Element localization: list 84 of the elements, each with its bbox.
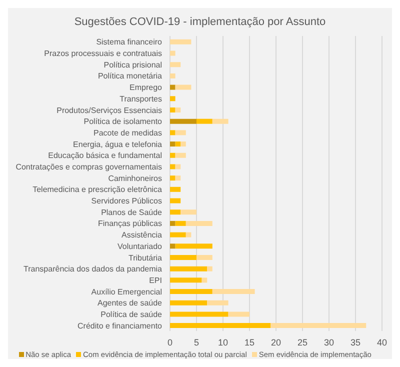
bar [196,118,212,124]
bar [270,323,366,328]
bar [170,107,176,112]
bar [207,300,228,306]
bar [180,210,196,215]
y-tick-label: Tributária [128,253,163,262]
y-tick-label: Energia, água e telefonia [73,140,163,149]
x-tick-label: 10 [218,337,228,348]
y-tick-label: EPI [149,276,162,285]
y-tick-label: Educação básica e fundamental [48,151,162,160]
bar [170,62,181,68]
y-tick-label: Caminhoneiros [108,174,162,183]
bar [175,142,181,147]
x-tick-label: 20 [270,337,282,348]
y-tick-label: Política de saúde [100,310,163,319]
bar [175,130,186,136]
bar [170,289,212,294]
y-tick-label: Telemedicina e prescrição eletrônica [32,185,163,194]
y-tick-label: Emprego [130,83,163,92]
y-tick-label: Agentes de saúde [98,298,163,308]
y-tick-label: Auxílio Emergencial [91,287,162,296]
y-tick-label: Pacote de medidas [94,128,162,138]
bar [170,278,202,283]
bar [180,142,186,147]
y-tick-label: Política prisional [104,60,162,70]
x-tick-label: 15 [244,337,255,348]
y-tick-label: Produtos/Serviços Essenciais [56,106,162,115]
bar [170,152,176,158]
bar [170,73,176,78]
bar [202,278,208,283]
bar [196,254,212,260]
y-tick-label: Prazos processuais e contratuais [44,49,162,58]
y-tick-label: Voluntariado [118,242,163,251]
bar [170,198,181,204]
y-tick-label: Planos de Saúde [101,208,163,217]
y-tick-label: Contratações e compras governamentais [16,162,162,172]
bar [170,164,176,170]
x-tick-label: 5 [194,337,200,348]
bar [175,176,181,181]
y-tick-label: Política monetária [98,72,163,81]
chart-title: Sugestões COVID-19 - implementação por Assunto [73,15,327,30]
bar [170,254,196,260]
y-tick-label: Transparência dos dados da pandemia [24,264,163,274]
x-tick-label: 25 [297,337,308,348]
bar [170,96,176,102]
bar [170,220,176,226]
bar [207,266,212,272]
bar [175,152,186,158]
bar [186,232,192,238]
bar [175,220,186,226]
bar [170,312,228,317]
bar [170,39,192,44]
bar [170,244,176,249]
y-tick-label: Assistência [122,230,163,240]
bar [186,220,212,226]
bar [170,266,208,272]
bar [175,244,212,249]
bar [175,84,192,90]
bar [212,118,228,124]
bar [170,186,181,192]
bar [170,84,176,90]
x-tick-label: 30 [324,337,334,348]
bar [228,312,250,317]
y-tick-label: Política de isolamento [84,117,163,126]
bar [170,142,176,147]
bar [212,289,255,294]
bar [175,164,181,170]
y-tick-label: Crédito e financiamento [78,321,163,330]
bar [170,118,196,124]
y-tick-label: Transportes [120,94,162,104]
bar [175,107,181,112]
x-tick-label: 35 [350,337,361,348]
x-tick-label: 40 [376,337,388,348]
bar [170,323,271,328]
bar [170,232,186,238]
x-tick-label: 0 [167,337,173,348]
bar [170,210,181,215]
bar [170,130,176,136]
bar [170,50,176,56]
y-tick-label: Servidores Públicos [91,196,162,206]
y-tick-label: Finanças públicas [98,219,162,228]
bar [170,300,208,306]
bar [170,176,176,181]
y-tick-label: Sistema financeiro [96,38,163,47]
